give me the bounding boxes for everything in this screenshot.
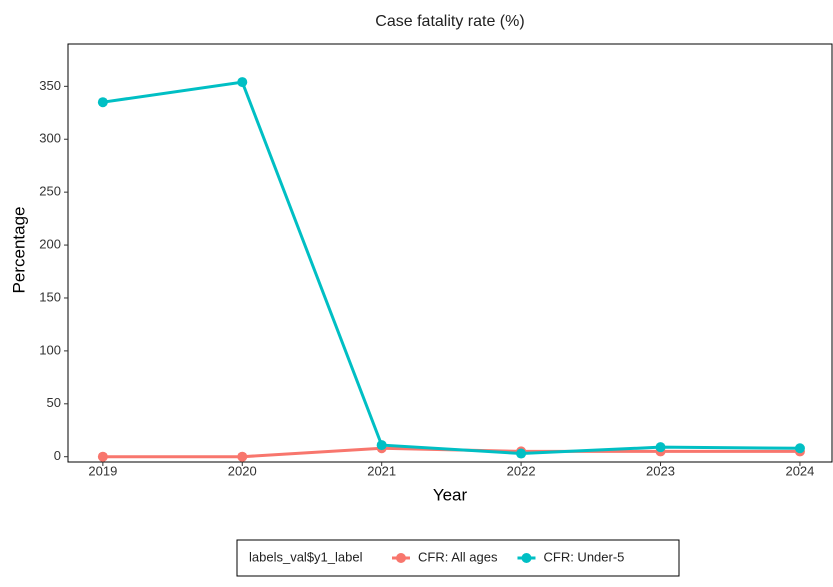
data-point — [794, 443, 805, 454]
y-tick-label: 200 — [39, 237, 61, 252]
y-tick-label: 150 — [39, 289, 61, 304]
x-tick-label: 2019 — [88, 463, 117, 478]
legend-swatch — [521, 553, 532, 563]
legend-swatch — [396, 553, 406, 563]
legend-title: labels_val$y1_label — [249, 549, 363, 564]
series-line — [102, 80, 800, 456]
chart-title: Case fatality rate (%) — [375, 13, 524, 30]
y-tick-label: 0 — [54, 448, 61, 463]
legend-box — [236, 539, 680, 577]
y-tick-label: 250 — [39, 184, 61, 199]
y-axis-title: Percentage — [9, 207, 28, 294]
x-tick-label: 2020 — [228, 463, 257, 478]
data-point — [655, 442, 666, 453]
x-tick-label: 2021 — [367, 463, 396, 478]
plot-border — [67, 43, 833, 463]
legend-label: CFR: All ages — [418, 549, 498, 564]
y-tick-label: 100 — [39, 342, 61, 357]
y-tick-label: 350 — [39, 78, 61, 93]
data-point — [376, 440, 387, 451]
data-point — [237, 77, 248, 88]
x-tick-label: 2024 — [785, 463, 814, 478]
y-tick-label: 50 — [47, 395, 61, 410]
x-tick-label: 2022 — [507, 463, 536, 478]
x-tick-label: 2023 — [646, 463, 675, 478]
x-axis-title: Year — [433, 485, 468, 504]
data-point — [97, 97, 108, 108]
y-tick-label: 300 — [39, 131, 61, 146]
legend-label: CFR: Under-5 — [543, 549, 624, 564]
data-point — [237, 451, 248, 462]
data-point — [97, 451, 108, 462]
data-point — [516, 448, 527, 459]
